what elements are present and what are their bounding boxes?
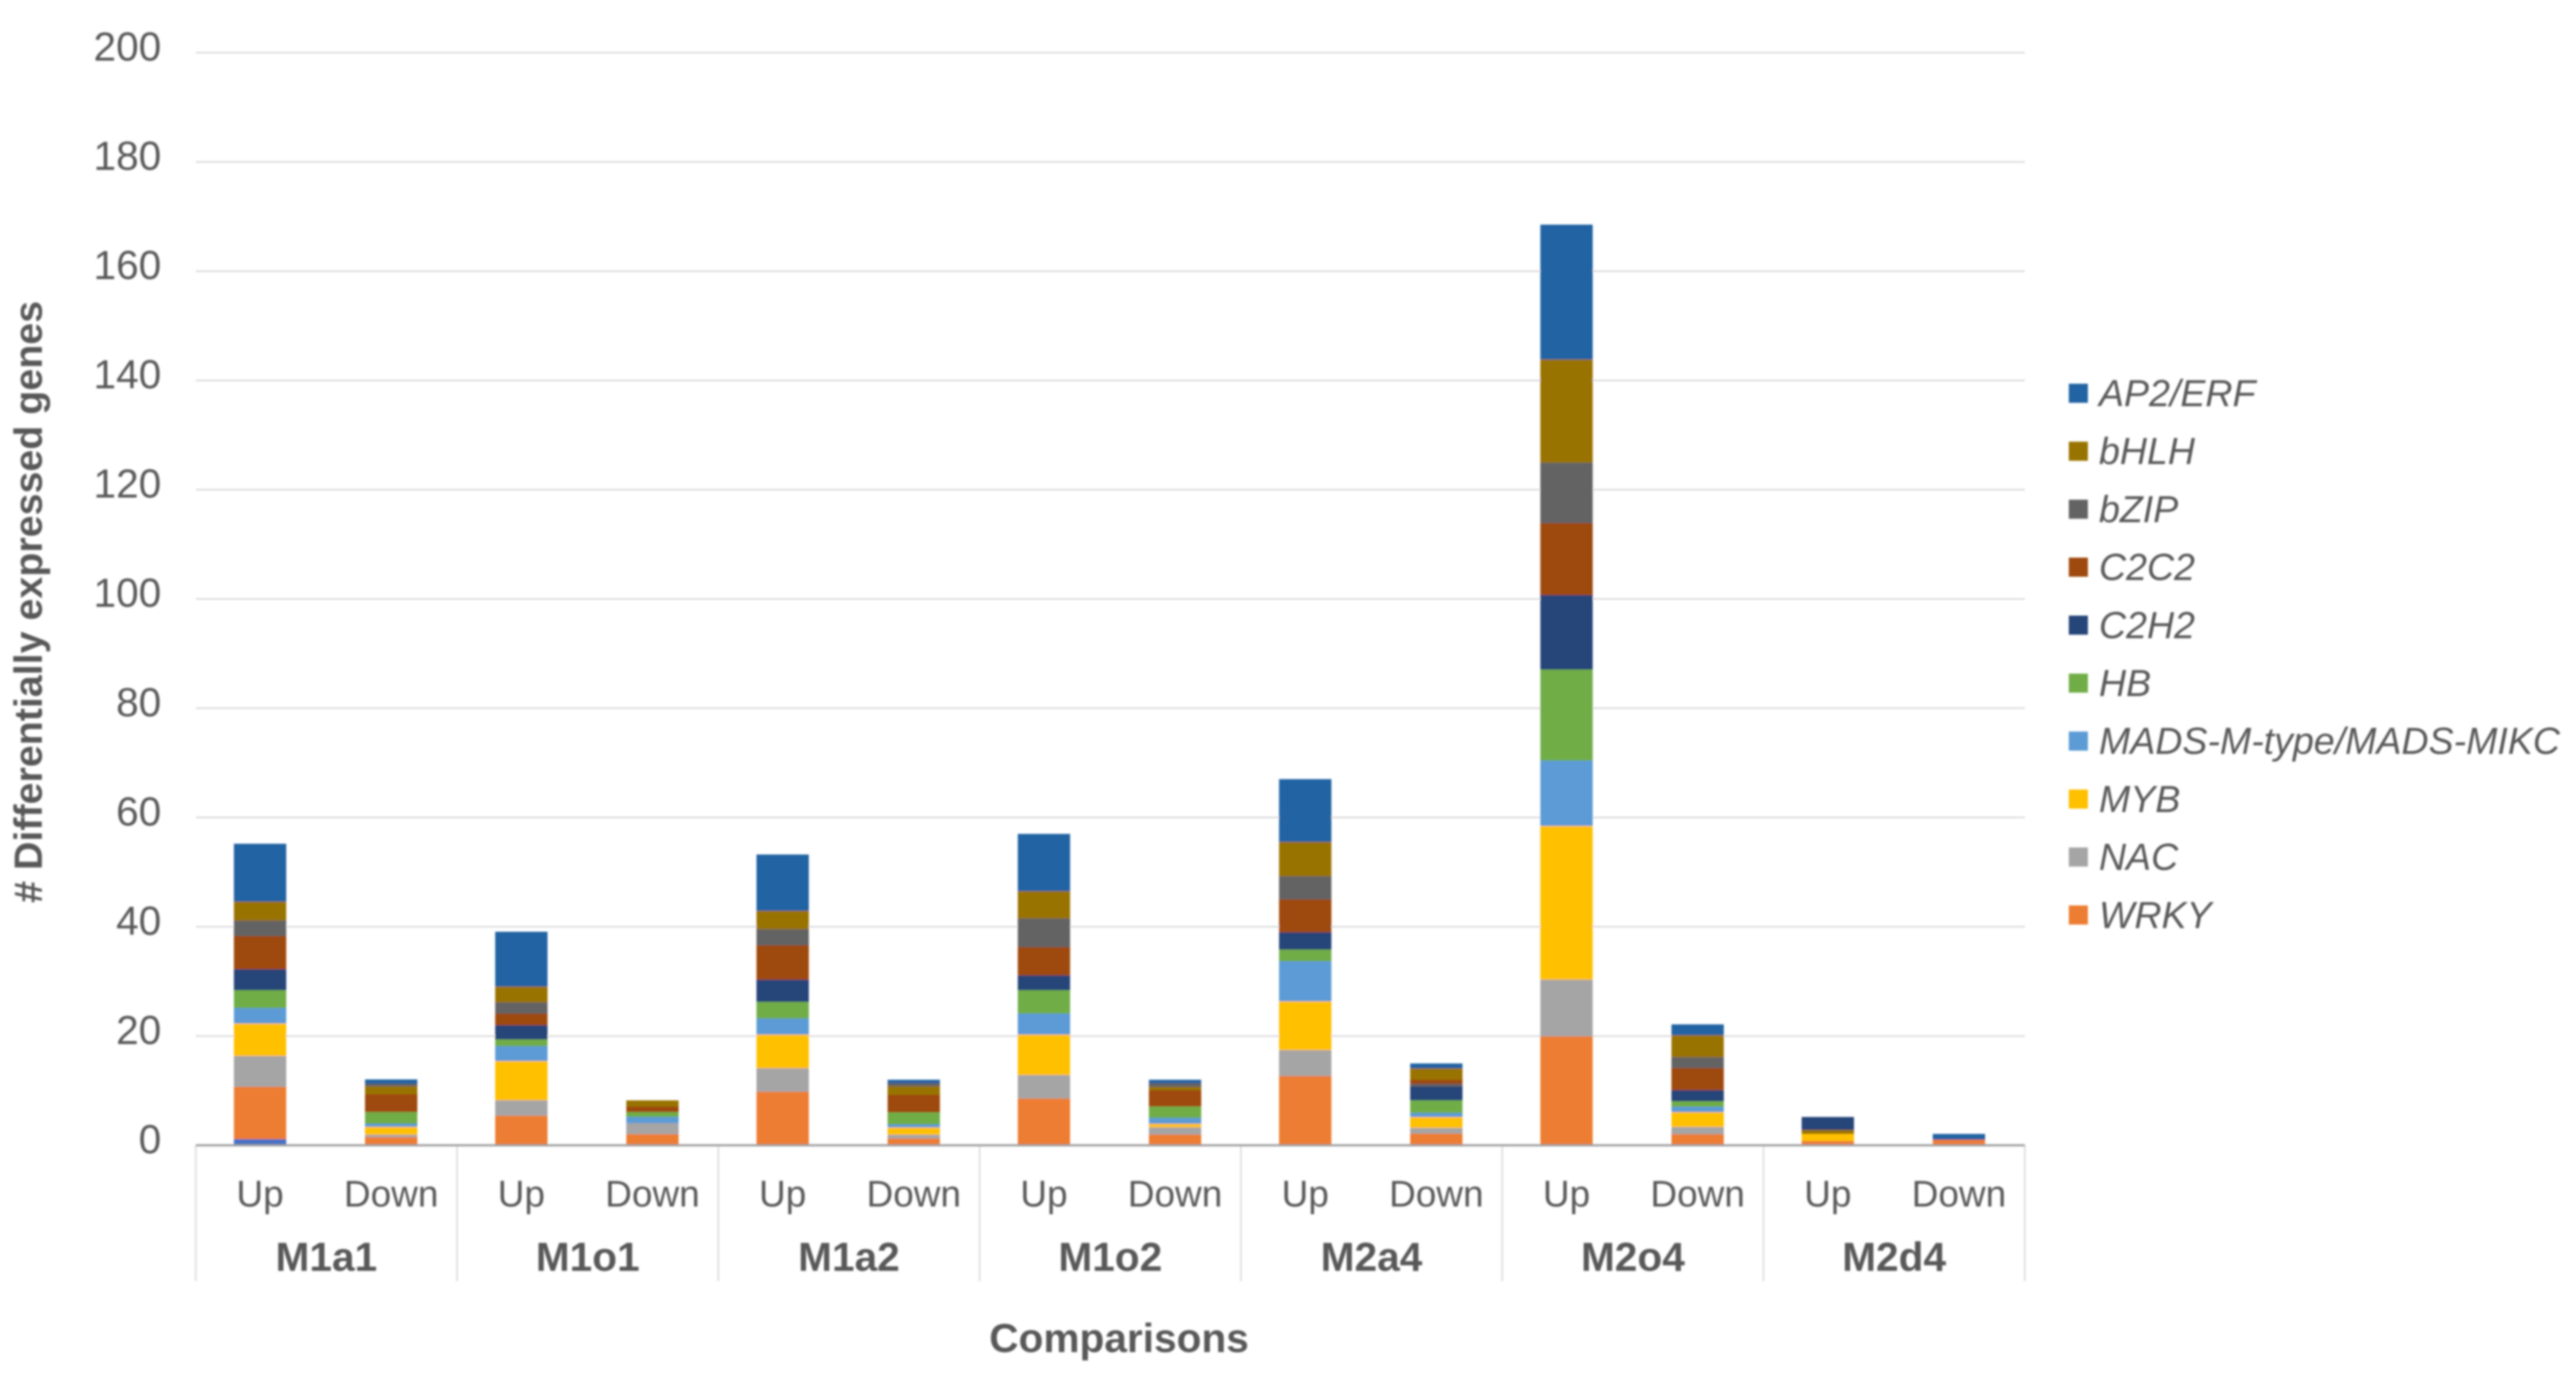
svg-text:40: 40 bbox=[116, 898, 161, 943]
svg-text:bZIP: bZIP bbox=[2099, 488, 2178, 530]
svg-text:M2d4: M2d4 bbox=[1842, 1234, 1946, 1279]
svg-text:# Differentially expressed gen: # Differentially expressed genes bbox=[6, 301, 50, 903]
svg-text:Up: Up bbox=[1543, 1174, 1591, 1215]
svg-text:C2H2: C2H2 bbox=[2099, 604, 2195, 646]
svg-text:Up: Up bbox=[498, 1174, 545, 1215]
svg-text:M1o1: M1o1 bbox=[536, 1234, 640, 1279]
svg-text:60: 60 bbox=[116, 788, 161, 834]
svg-text:MADS-M-type/MADS-MIKC: MADS-M-type/MADS-MIKC bbox=[2099, 720, 2561, 762]
svg-text:Up: Up bbox=[236, 1174, 284, 1215]
svg-text:Up: Up bbox=[1282, 1174, 1329, 1215]
svg-text:Up: Up bbox=[1021, 1174, 1068, 1215]
svg-text:20: 20 bbox=[116, 1007, 161, 1053]
svg-text:HB: HB bbox=[2099, 662, 2151, 704]
svg-text:140: 140 bbox=[94, 351, 161, 397]
svg-text:0: 0 bbox=[138, 1116, 161, 1162]
svg-text:Down: Down bbox=[605, 1174, 699, 1215]
svg-text:Down: Down bbox=[1650, 1174, 1744, 1215]
svg-text:Down: Down bbox=[1389, 1174, 1483, 1215]
svg-text:180: 180 bbox=[94, 133, 161, 178]
svg-text:AP2/ERF: AP2/ERF bbox=[2097, 372, 2258, 414]
svg-text:Down: Down bbox=[1912, 1174, 2006, 1215]
svg-text:100: 100 bbox=[94, 570, 161, 615]
svg-text:M2a4: M2a4 bbox=[1321, 1234, 1422, 1279]
svg-text:C2C2: C2C2 bbox=[2099, 546, 2195, 588]
svg-text:Down: Down bbox=[867, 1174, 961, 1215]
svg-text:M1a1: M1a1 bbox=[276, 1234, 377, 1279]
svg-text:bHLH: bHLH bbox=[2099, 430, 2196, 472]
svg-text:80: 80 bbox=[116, 679, 161, 725]
svg-text:M1o2: M1o2 bbox=[1058, 1234, 1162, 1279]
svg-text:M2o4: M2o4 bbox=[1581, 1234, 1685, 1279]
svg-text:Up: Up bbox=[759, 1174, 806, 1215]
svg-text:Down: Down bbox=[344, 1174, 438, 1215]
svg-text:NAC: NAC bbox=[2099, 836, 2179, 878]
svg-text:M1a2: M1a2 bbox=[798, 1234, 900, 1279]
svg-text:120: 120 bbox=[94, 461, 161, 506]
svg-text:Comparisons: Comparisons bbox=[989, 1315, 1249, 1361]
svg-text:160: 160 bbox=[94, 242, 161, 288]
svg-text:Up: Up bbox=[1804, 1174, 1852, 1215]
svg-text:200: 200 bbox=[94, 24, 161, 70]
svg-text:WRKY: WRKY bbox=[2099, 894, 2214, 936]
svg-text:Down: Down bbox=[1128, 1174, 1222, 1215]
svg-text:MYB: MYB bbox=[2099, 778, 2180, 820]
